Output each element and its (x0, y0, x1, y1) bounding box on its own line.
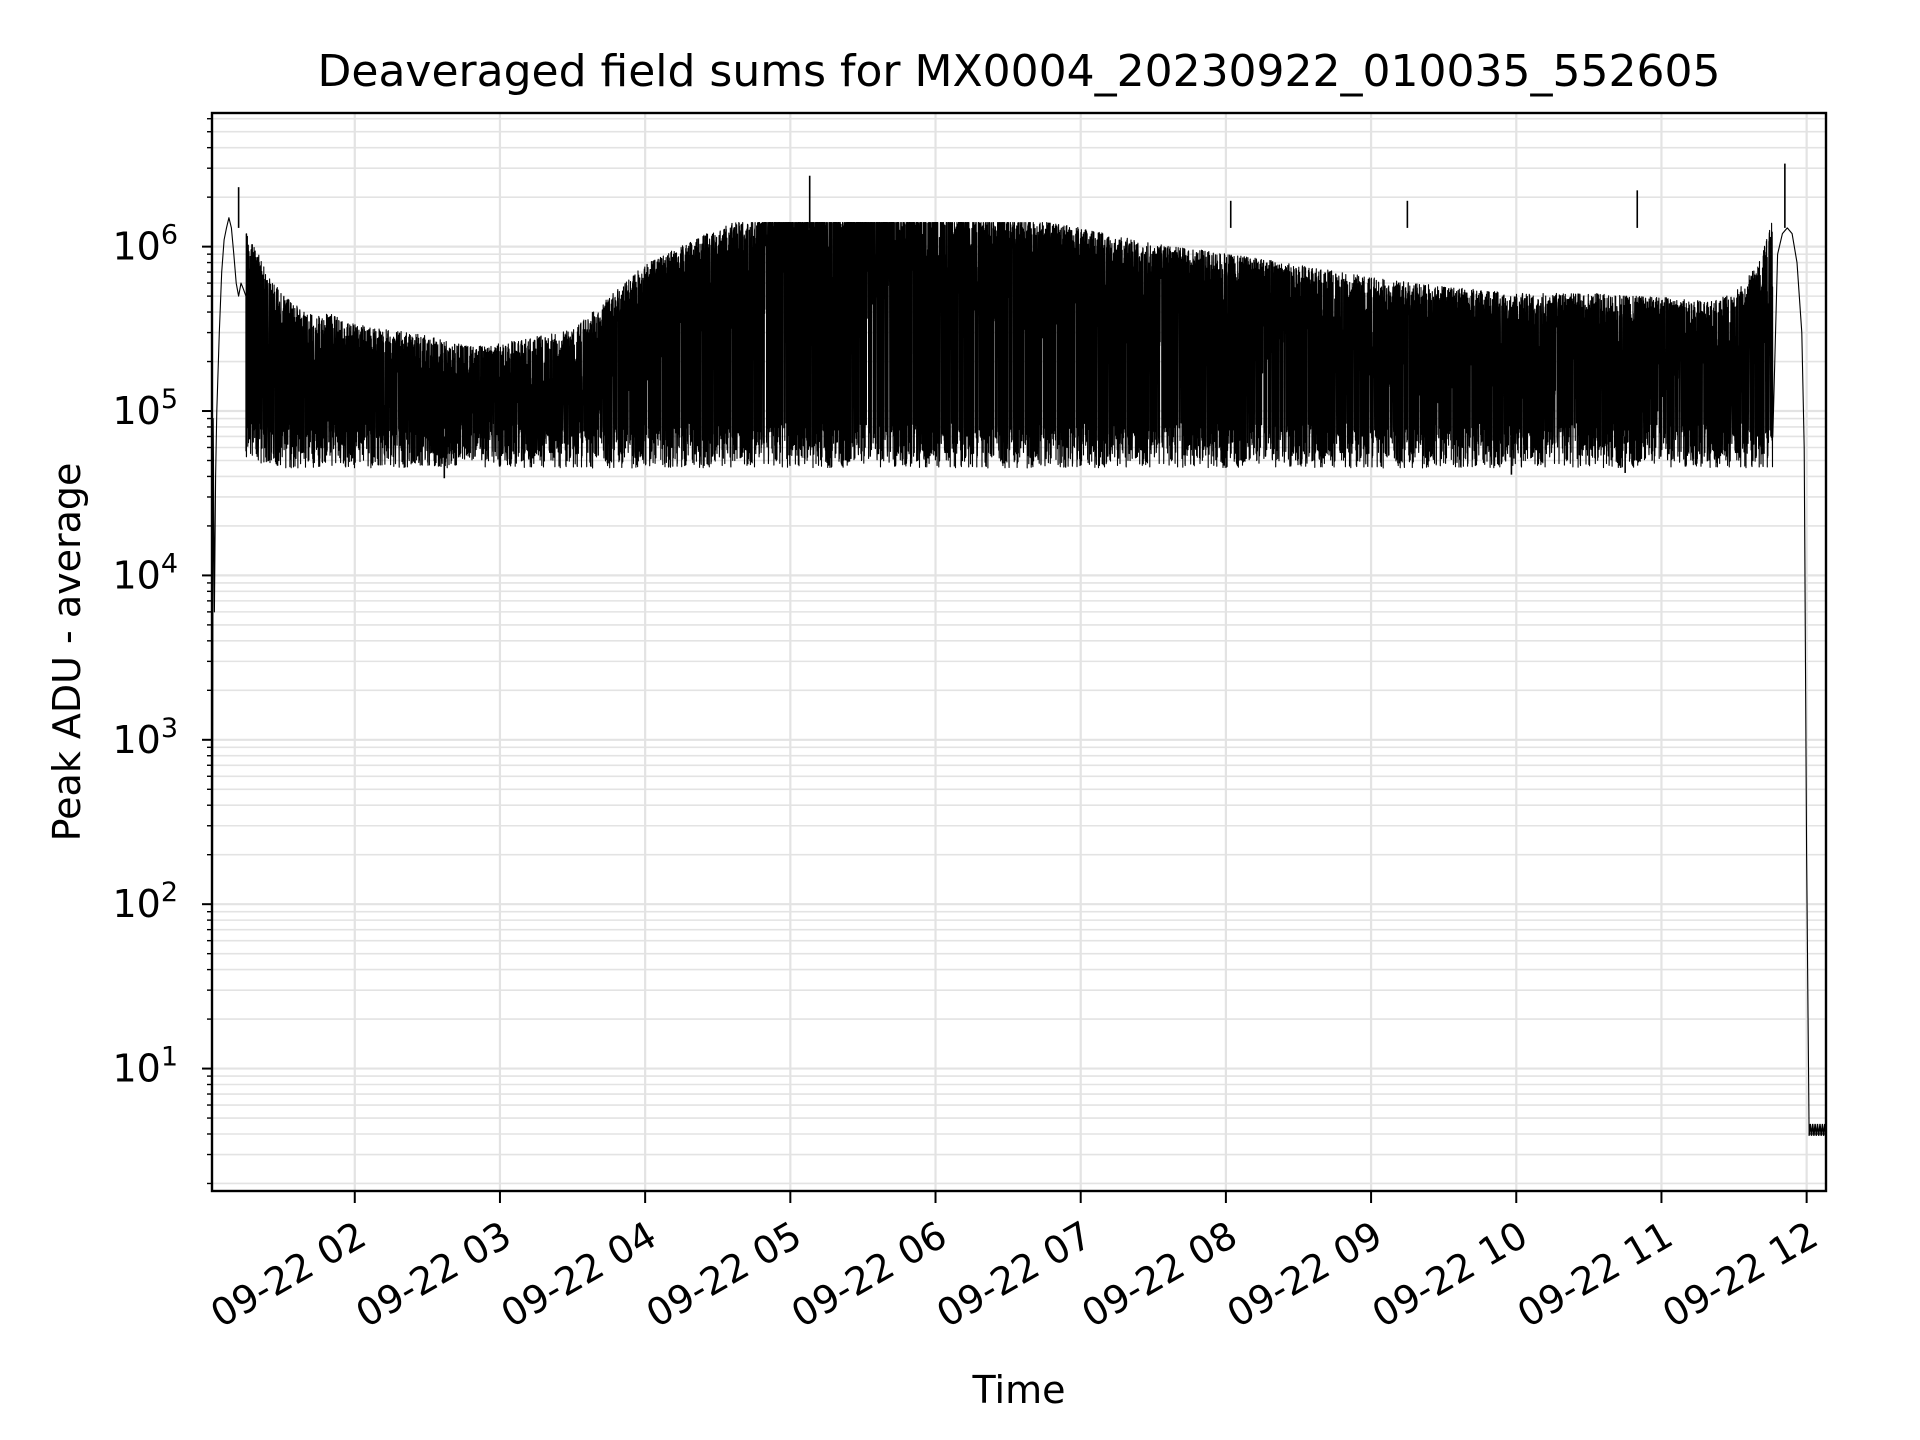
y-tick-label: 105 (112, 384, 178, 433)
y-tick-label: 106 (112, 220, 178, 269)
y-tick-exponent: 5 (161, 384, 178, 415)
y-tick-label: 104 (112, 548, 178, 597)
y-tick-base: 10 (112, 389, 160, 433)
y-tick-base: 10 (112, 882, 160, 926)
y-tick-label: 101 (112, 1042, 178, 1091)
y-tick-label: 102 (112, 877, 178, 926)
y-tick-base: 10 (112, 718, 160, 762)
series-line (211, 217, 1826, 1184)
y-tick-exponent: 1 (161, 1042, 178, 1073)
y-tick-base: 10 (112, 1047, 160, 1091)
y-axis-label: Peak ADU - average (45, 463, 89, 842)
y-tick-base: 10 (112, 553, 160, 597)
chart-title: Deaveraged field sums for MX0004_2023092… (318, 46, 1721, 97)
y-tick-exponent: 4 (161, 548, 178, 579)
series-group (211, 163, 1827, 1184)
y-tick-exponent: 3 (161, 713, 178, 744)
x-axis-label: Time (972, 1368, 1066, 1412)
series-tail (1808, 1123, 1827, 1136)
y-tick-exponent: 2 (161, 877, 178, 908)
plot-frame (210, 111, 1828, 1193)
y-tick-exponent: 6 (161, 220, 178, 251)
y-tick-base: 10 (112, 225, 160, 269)
y-tick-label: 103 (112, 713, 178, 762)
